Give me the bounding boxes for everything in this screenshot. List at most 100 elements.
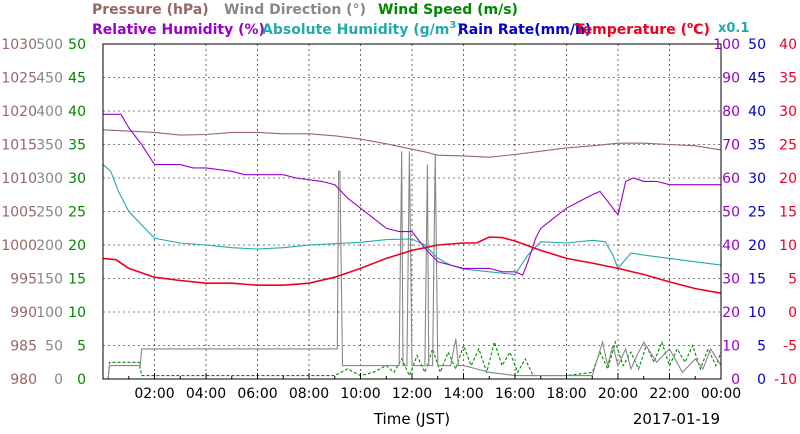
y-tick-wind-speed: 35 bbox=[68, 138, 86, 154]
y-tick-pressure: 985 bbox=[10, 339, 37, 355]
legend-rain-rate: Rain Rate(mm/h) bbox=[458, 22, 591, 38]
y-tick-wind-speed: 45 bbox=[68, 71, 86, 87]
y-tick-pressure: 1000 bbox=[1, 238, 37, 254]
series-line-temperature bbox=[102, 236, 722, 294]
y-tick-wind-direction: 250 bbox=[36, 205, 63, 221]
y-tick-temperature: 10 bbox=[779, 238, 797, 254]
y-tick-humidity: 100 bbox=[713, 37, 740, 53]
y-tick-wind-speed: 40 bbox=[68, 104, 86, 120]
y-tick-wind-direction: 500 bbox=[36, 37, 63, 53]
y-tick-temperature: 0 bbox=[788, 305, 797, 321]
series-line-pressure bbox=[102, 129, 722, 158]
legend-abs-humidity-suffix: ) bbox=[456, 22, 462, 38]
y-tick-humidity: 70 bbox=[722, 138, 740, 154]
y-tick-rain-rate: 40 bbox=[748, 104, 766, 120]
y-tick-wind-direction: 450 bbox=[36, 71, 63, 87]
series-line-humidity bbox=[103, 113, 721, 276]
legend-temperature-prefix: Temperature ( bbox=[575, 22, 687, 38]
x-tick-label: 14:00 bbox=[443, 386, 483, 402]
x-tick-label: 08:00 bbox=[289, 386, 329, 402]
y-tick-wind-speed: 30 bbox=[68, 171, 86, 187]
legend-humidity: Relative Humidity (%) bbox=[92, 22, 265, 38]
y-tick-rain-rate: 25 bbox=[748, 205, 766, 221]
legend-temperature-degree: o bbox=[687, 21, 693, 31]
series-lines bbox=[102, 113, 722, 380]
y-tick-rain-rate: 45 bbox=[748, 71, 766, 87]
y-tick-pressure: 980 bbox=[10, 372, 37, 388]
x-tick-label: 04:00 bbox=[186, 386, 226, 402]
y-tick-wind-speed: 15 bbox=[68, 272, 86, 288]
y-tick-rain-rate: 30 bbox=[748, 171, 766, 187]
y-tick-temperature: 20 bbox=[779, 171, 797, 187]
y-tick-pressure: 1015 bbox=[1, 138, 37, 154]
x-tick-label: 12:00 bbox=[392, 386, 432, 402]
y-tick-humidity: 60 bbox=[722, 171, 740, 187]
y-tick-wind-speed: 20 bbox=[68, 238, 86, 254]
y-tick-humidity: 20 bbox=[722, 305, 740, 321]
grid-lines bbox=[103, 44, 721, 379]
series-line-wind-speed bbox=[103, 340, 722, 380]
x-axis-label: Time (JST) bbox=[373, 410, 450, 428]
y-tick-humidity: 90 bbox=[722, 71, 740, 87]
series-line-abs-humidity bbox=[102, 164, 722, 276]
y-tick-wind-direction: 150 bbox=[36, 272, 63, 288]
y-tick-wind-direction: 100 bbox=[36, 305, 63, 321]
y-tick-rain-rate: 5 bbox=[757, 339, 766, 355]
legend-abs-humidity-prefix: Absolute Humidity (g/m bbox=[262, 22, 449, 38]
x-tick-label: 18:00 bbox=[546, 386, 586, 402]
y-tick-temperature: -5 bbox=[783, 339, 797, 355]
x-tick-label: 00:00 bbox=[701, 386, 741, 402]
y-tick-wind-speed: 50 bbox=[68, 37, 86, 53]
x-tick-label: 16:00 bbox=[495, 386, 535, 402]
y-tick-wind-direction: 350 bbox=[36, 138, 63, 154]
legend-scale-note: x0.1 bbox=[718, 21, 749, 36]
y-tick-humidity: 10 bbox=[722, 339, 740, 355]
x-tick-label: 06:00 bbox=[237, 386, 277, 402]
y-axes: 9809859909951000100510101015102010251030… bbox=[1, 37, 797, 388]
y-tick-wind-speed: 0 bbox=[77, 372, 86, 388]
date-label: 2017-01-19 bbox=[633, 410, 720, 428]
y-tick-temperature: 15 bbox=[779, 205, 797, 221]
y-tick-wind-speed: 25 bbox=[68, 205, 86, 221]
x-tick-label: 02:00 bbox=[134, 386, 174, 402]
y-tick-wind-direction: 300 bbox=[36, 171, 63, 187]
y-tick-wind-speed: 5 bbox=[77, 339, 86, 355]
y-tick-temperature: -10 bbox=[774, 372, 797, 388]
legend-temperature-suffix: C) bbox=[693, 22, 710, 38]
y-tick-temperature: 35 bbox=[779, 71, 797, 87]
legend-row-1: Pressure (hPa) Wind Direction (°) Wind S… bbox=[92, 2, 518, 18]
legend-abs-humidity: Absolute Humidity (g/m3) bbox=[262, 20, 463, 38]
y-tick-rain-rate: 50 bbox=[748, 37, 766, 53]
y-tick-temperature: 25 bbox=[779, 138, 797, 154]
y-tick-rain-rate: 15 bbox=[748, 272, 766, 288]
y-tick-humidity: 0 bbox=[731, 372, 740, 388]
legend-wind-speed: Wind Speed (m/s) bbox=[378, 2, 518, 18]
y-tick-wind-direction: 50 bbox=[45, 339, 63, 355]
y-tick-pressure: 1025 bbox=[1, 71, 37, 87]
y-tick-pressure: 995 bbox=[10, 272, 37, 288]
x-tick-label: 22:00 bbox=[649, 386, 689, 402]
y-tick-humidity: 40 bbox=[722, 238, 740, 254]
legend-wind-direction: Wind Direction (°) bbox=[224, 2, 366, 18]
legend-row-2: Relative Humidity (%) Absolute Humidity … bbox=[92, 20, 749, 38]
y-tick-wind-direction: 0 bbox=[54, 372, 63, 388]
x-axis: 02:00 04:00 06:00 08:00 10:00 12:00 14:00 16:00… bbox=[128, 373, 741, 402]
y-tick-temperature: 5 bbox=[788, 272, 797, 288]
y-tick-rain-rate: 10 bbox=[748, 305, 766, 321]
y-tick-wind-speed: 10 bbox=[68, 305, 86, 321]
legend-temperature: Temperature (oC) bbox=[575, 21, 710, 38]
y-tick-humidity: 50 bbox=[722, 205, 740, 221]
y-tick-wind-direction: 200 bbox=[36, 238, 63, 254]
y-tick-rain-rate: 35 bbox=[748, 138, 766, 154]
legend-abs-humidity-sup: 3 bbox=[449, 20, 456, 31]
y-tick-humidity: 30 bbox=[722, 272, 740, 288]
y-tick-wind-direction: 400 bbox=[36, 104, 63, 120]
y-tick-pressure: 1005 bbox=[1, 205, 37, 221]
y-tick-pressure: 1010 bbox=[1, 171, 37, 187]
y-tick-humidity: 80 bbox=[722, 104, 740, 120]
x-tick-label: 10:00 bbox=[340, 386, 380, 402]
x-tick-label: 20:00 bbox=[598, 386, 638, 402]
y-tick-rain-rate: 0 bbox=[757, 372, 766, 388]
y-tick-temperature: 40 bbox=[779, 37, 797, 53]
